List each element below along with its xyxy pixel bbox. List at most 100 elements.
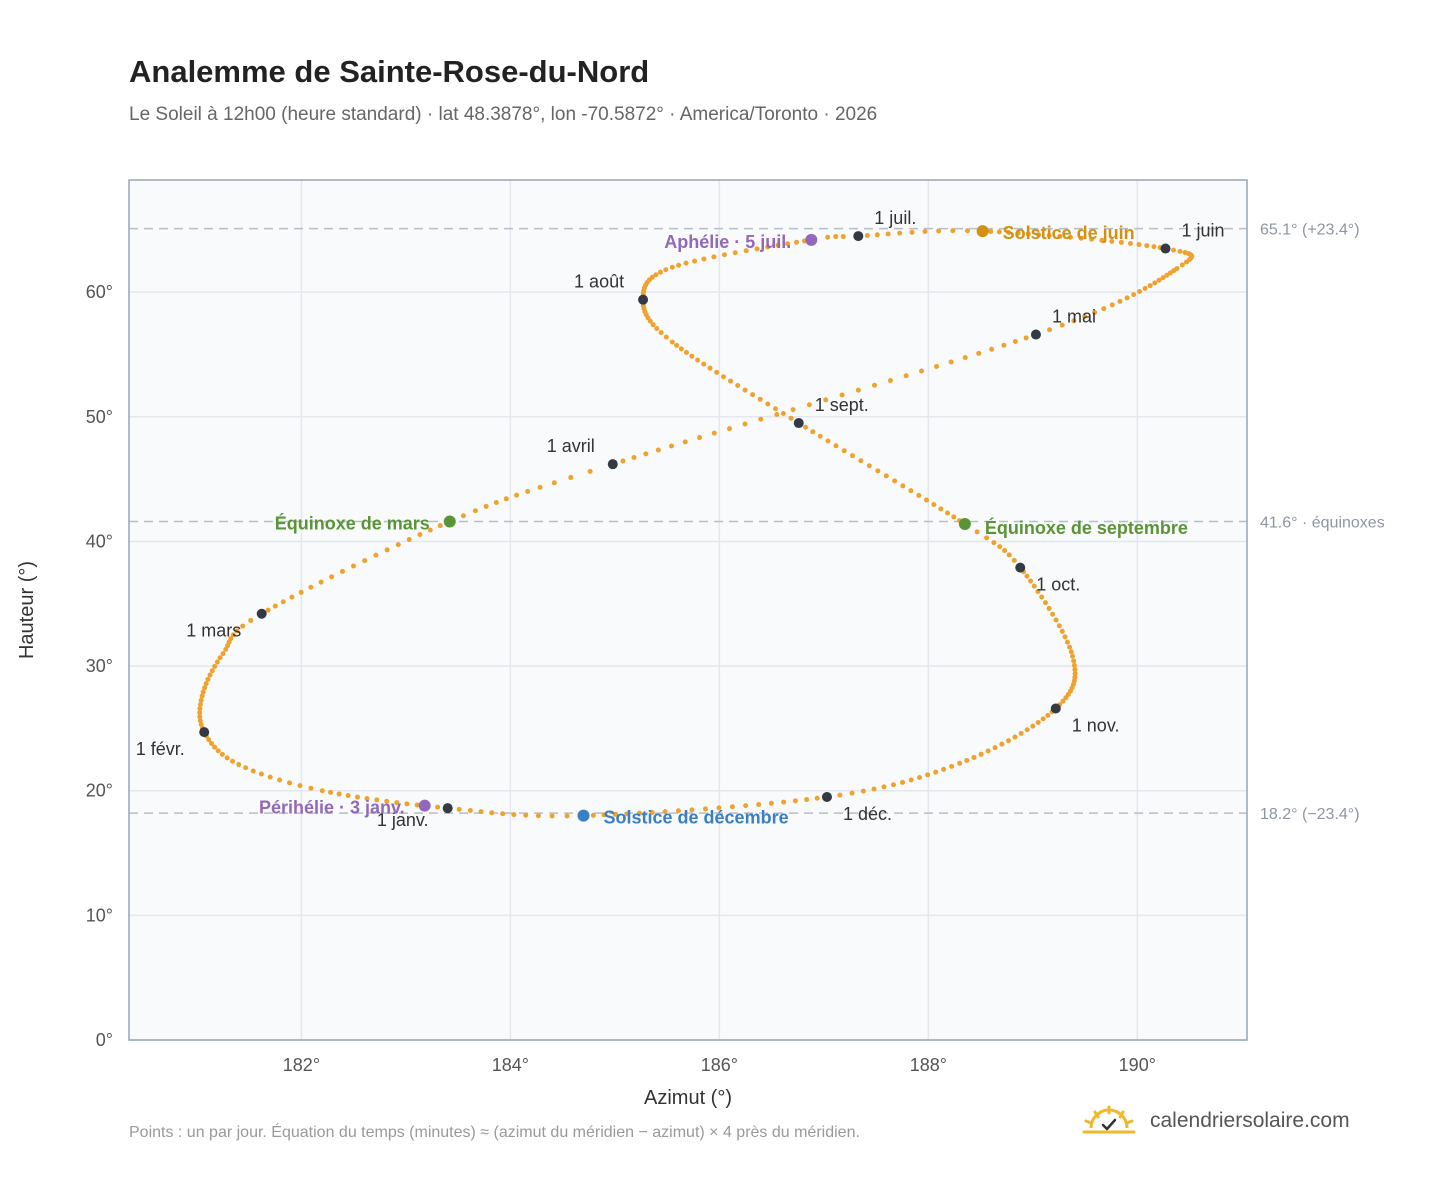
- daily-point: [1006, 229, 1012, 235]
- daily-point: [650, 322, 656, 328]
- daily-point: [908, 777, 914, 783]
- event-label: Solstice de décembre: [604, 808, 789, 828]
- month-marker: [607, 459, 618, 470]
- daily-point: [414, 802, 420, 808]
- daily-point: [514, 492, 520, 498]
- daily-point: [850, 453, 856, 459]
- daily-point: [339, 568, 345, 574]
- daily-point: [620, 458, 626, 464]
- daily-point: [669, 264, 675, 270]
- daily-point: [790, 407, 796, 413]
- month-label: 1 juin: [1182, 221, 1225, 241]
- daily-point: [936, 228, 942, 234]
- daily-point: [701, 256, 707, 262]
- daily-point: [804, 797, 810, 803]
- daily-point: [949, 763, 955, 769]
- daily-point: [984, 535, 990, 541]
- daily-point: [318, 579, 324, 585]
- daily-point: [1142, 286, 1148, 292]
- daily-point: [992, 745, 998, 751]
- x-tick-label: 190°: [1119, 1055, 1156, 1075]
- daily-point: [916, 492, 922, 498]
- daily-point: [941, 766, 947, 772]
- daily-point: [765, 401, 771, 407]
- daily-point: [1179, 262, 1185, 268]
- daily-point: [212, 744, 218, 750]
- y-tick-label: 40°: [86, 531, 113, 551]
- reference-lines: 65.1° (+23.4°) 41.6° · équinoxes 18.2° (−2…: [129, 222, 1385, 823]
- daily-point: [711, 254, 717, 260]
- daily-point: [207, 672, 213, 678]
- daily-point: [1064, 639, 1070, 645]
- daily-point: [1127, 240, 1133, 246]
- daily-point: [785, 241, 791, 247]
- daily-point: [892, 478, 898, 484]
- daily-point: [212, 663, 218, 669]
- daily-point: [197, 710, 203, 716]
- daily-point: [794, 239, 800, 245]
- daily-point: [825, 234, 831, 240]
- daily-point: [1036, 232, 1042, 238]
- daily-point: [991, 540, 997, 546]
- daily-point: [297, 783, 303, 789]
- daily-point: [669, 339, 675, 345]
- y-tick-label: 10°: [86, 905, 113, 925]
- daily-point: [1144, 243, 1150, 249]
- daily-point: [675, 808, 681, 814]
- daily-point: [205, 676, 211, 682]
- daily-point: [1030, 723, 1036, 729]
- daily-point: [1035, 719, 1041, 725]
- brand[interactable]: calendriersolaire.com: [1082, 1105, 1350, 1137]
- daily-point: [871, 382, 877, 388]
- daily-point: [663, 334, 669, 340]
- y-tick-label: 20°: [86, 781, 113, 801]
- daily-point: [1018, 730, 1024, 736]
- daily-point: [726, 426, 732, 432]
- daily-point: [230, 758, 236, 764]
- daily-point: [1071, 662, 1077, 668]
- daily-point: [1089, 236, 1095, 242]
- daily-point: [224, 755, 230, 761]
- daily-point: [223, 646, 229, 652]
- daily-point: [1059, 628, 1065, 634]
- daily-point: [695, 357, 701, 363]
- daily-point: [1164, 272, 1170, 278]
- reference-line-label: 18.2° (−23.4°): [1260, 806, 1360, 823]
- month-markers: 1 janv. 1 févr. 1 mars 1 avril 1 mai 1 juin 1 …: [136, 208, 1225, 830]
- daily-point: [417, 532, 423, 538]
- event-marker: [418, 799, 431, 812]
- daily-point: [1012, 734, 1018, 740]
- daily-point: [806, 402, 812, 408]
- daily-point: [750, 392, 756, 398]
- daily-point: [849, 790, 855, 796]
- brand-name[interactable]: calendriersolaire.com: [1150, 1109, 1350, 1132]
- daily-point: [219, 751, 225, 757]
- daily-point: [351, 563, 357, 569]
- daily-point: [345, 793, 351, 799]
- daily-point: [1124, 295, 1130, 301]
- daily-point: [1045, 712, 1051, 718]
- daily-point: [792, 798, 798, 804]
- daily-point: [1046, 232, 1052, 238]
- daily-point: [774, 411, 780, 417]
- daily-point: [655, 447, 661, 453]
- daily-point: [437, 523, 443, 529]
- daily-point: [272, 603, 278, 609]
- daily-point: [839, 392, 845, 398]
- chart-subtitle: Le Soleil à 12h00 (heure standard) · lat…: [129, 104, 878, 125]
- daily-point: [308, 785, 314, 791]
- daily-point: [735, 383, 741, 389]
- event-markers: Solstice de juin Aphélie · 5 juil. Équinox…: [259, 223, 1188, 828]
- daily-point: [1131, 292, 1137, 298]
- daily-point: [1024, 727, 1030, 733]
- daily-point: [1136, 242, 1142, 248]
- event-marker: [577, 809, 590, 822]
- daily-point: [922, 229, 928, 235]
- month-label: 1 avril: [547, 436, 595, 456]
- daily-point: [875, 468, 881, 474]
- month-marker: [199, 727, 210, 738]
- daily-point: [814, 795, 820, 801]
- daily-point: [336, 791, 342, 797]
- daily-point: [881, 784, 887, 790]
